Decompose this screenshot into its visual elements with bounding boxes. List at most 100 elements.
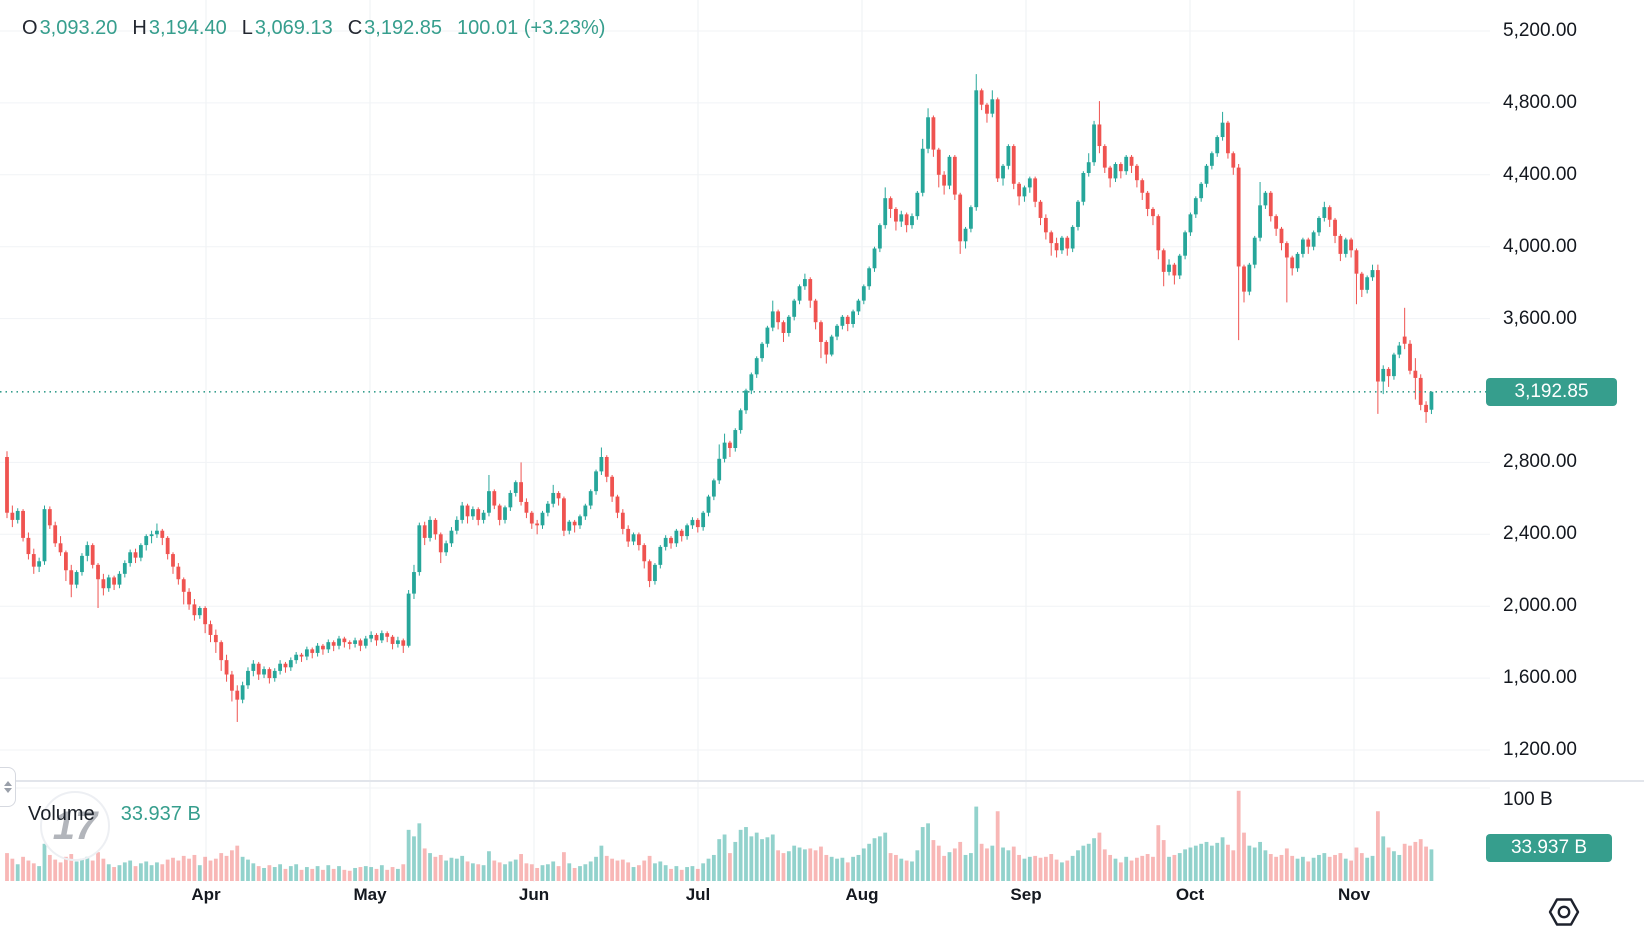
volume-bar (1033, 855, 1038, 881)
candle-body (1386, 368, 1391, 377)
candle-body (985, 104, 989, 114)
volume-bar (1188, 847, 1193, 881)
candle-body (1065, 237, 1070, 249)
volume-bar (626, 862, 631, 881)
volume-bar (181, 855, 186, 881)
candle-body (604, 457, 609, 477)
price-tick-label[interactable]: 2,400.00 (1503, 523, 1577, 545)
volume-bar (776, 850, 781, 881)
candle-body (21, 510, 25, 538)
volume-bar (133, 866, 138, 881)
candle-body (401, 640, 406, 646)
candle-body (149, 534, 154, 537)
volume-bar (749, 836, 754, 881)
volume-bar (744, 827, 748, 881)
volume-bar (1038, 857, 1043, 881)
volume-bar (856, 854, 861, 881)
volume-bar (877, 836, 882, 881)
candle-body (1268, 192, 1273, 217)
candle-body (122, 563, 127, 574)
candle-body (117, 573, 122, 585)
volume-bar (1338, 853, 1343, 881)
volume-bar (1118, 862, 1123, 881)
candle-body (379, 633, 384, 641)
price-tick-label[interactable]: 5,200.00 (1503, 20, 1577, 41)
candle-body (508, 492, 513, 508)
candle-body (337, 638, 341, 646)
volume-bar (647, 855, 652, 881)
volume-bar (1268, 854, 1273, 881)
volume-bar (299, 869, 304, 881)
volume-bar (1343, 858, 1348, 881)
candle-body (417, 525, 422, 573)
volume-bar (128, 860, 133, 881)
price-tick-label[interactable]: 1,600.00 (1503, 667, 1577, 689)
candle-body (1290, 257, 1295, 269)
volume-bar (899, 858, 904, 881)
candle-body (556, 492, 561, 499)
volume-bar (733, 841, 738, 881)
candle-body (497, 505, 502, 520)
candle-body (931, 117, 936, 150)
candle-body (428, 519, 432, 538)
candle-body (187, 591, 191, 605)
volume-bar (1226, 844, 1230, 881)
volume-bar (470, 863, 475, 881)
volume-bar (1135, 857, 1139, 881)
volume-bar (904, 860, 909, 881)
volume-bar (599, 845, 604, 881)
candle-body (342, 638, 347, 643)
volume-bar (155, 862, 159, 881)
candle-body (1408, 343, 1412, 371)
high-label: H (132, 17, 147, 39)
candle-body (406, 593, 411, 646)
price-tick-label[interactable]: 4,400.00 (1503, 163, 1577, 185)
price-tick-label[interactable]: 1,200.00 (1503, 739, 1577, 760)
volume-tick-label[interactable]: 100 B (1503, 789, 1553, 810)
candle-body (776, 311, 781, 323)
hexagon-marker-icon[interactable] (1546, 894, 1582, 930)
candle-body (1151, 208, 1155, 217)
volume-bar (251, 863, 256, 881)
volume-bar (235, 845, 240, 881)
volume-bar (347, 870, 352, 881)
candle-body (1295, 253, 1300, 269)
candle-body (867, 268, 872, 287)
price-tick-label[interactable]: 3,600.00 (1503, 307, 1577, 329)
candle-body (1070, 226, 1075, 249)
candle-body (138, 545, 143, 558)
volume-pane-header: Volume 33.937 B (28, 803, 201, 826)
volume-bar (481, 865, 486, 881)
candle-body (588, 491, 593, 506)
volume-bar (42, 843, 47, 881)
volume-bar (1402, 843, 1407, 881)
volume-bar (406, 829, 411, 881)
price-tick-label[interactable]: 2,000.00 (1503, 595, 1577, 617)
candle-body (422, 525, 427, 538)
volume-bar (476, 864, 481, 881)
candle-body (299, 654, 304, 657)
volume-bar (588, 861, 593, 881)
candle-body (1220, 122, 1225, 138)
candle-body (58, 543, 63, 553)
candle-body (562, 498, 566, 531)
month-label-nov: Nov (1337, 885, 1371, 904)
candle-body (219, 642, 224, 661)
volume-bar (802, 849, 807, 881)
volume-bar (910, 861, 914, 881)
volume-bar (1418, 839, 1423, 881)
volume-bar (1236, 790, 1241, 881)
candle-body (133, 552, 138, 558)
price-tick-label[interactable]: 2,800.00 (1503, 451, 1577, 473)
candle-body (1108, 167, 1113, 179)
volume-bar (449, 857, 454, 881)
price-tick-label[interactable]: 4,000.00 (1503, 235, 1577, 257)
price-tick-label[interactable]: 4,800.00 (1503, 91, 1577, 113)
pane-collapse-button[interactable] (0, 767, 16, 807)
candle-body (1006, 146, 1011, 166)
candle-body (503, 507, 507, 520)
candle-body (749, 374, 754, 391)
high-value: 3,194.40 (148, 17, 227, 39)
candle-body (412, 572, 416, 594)
